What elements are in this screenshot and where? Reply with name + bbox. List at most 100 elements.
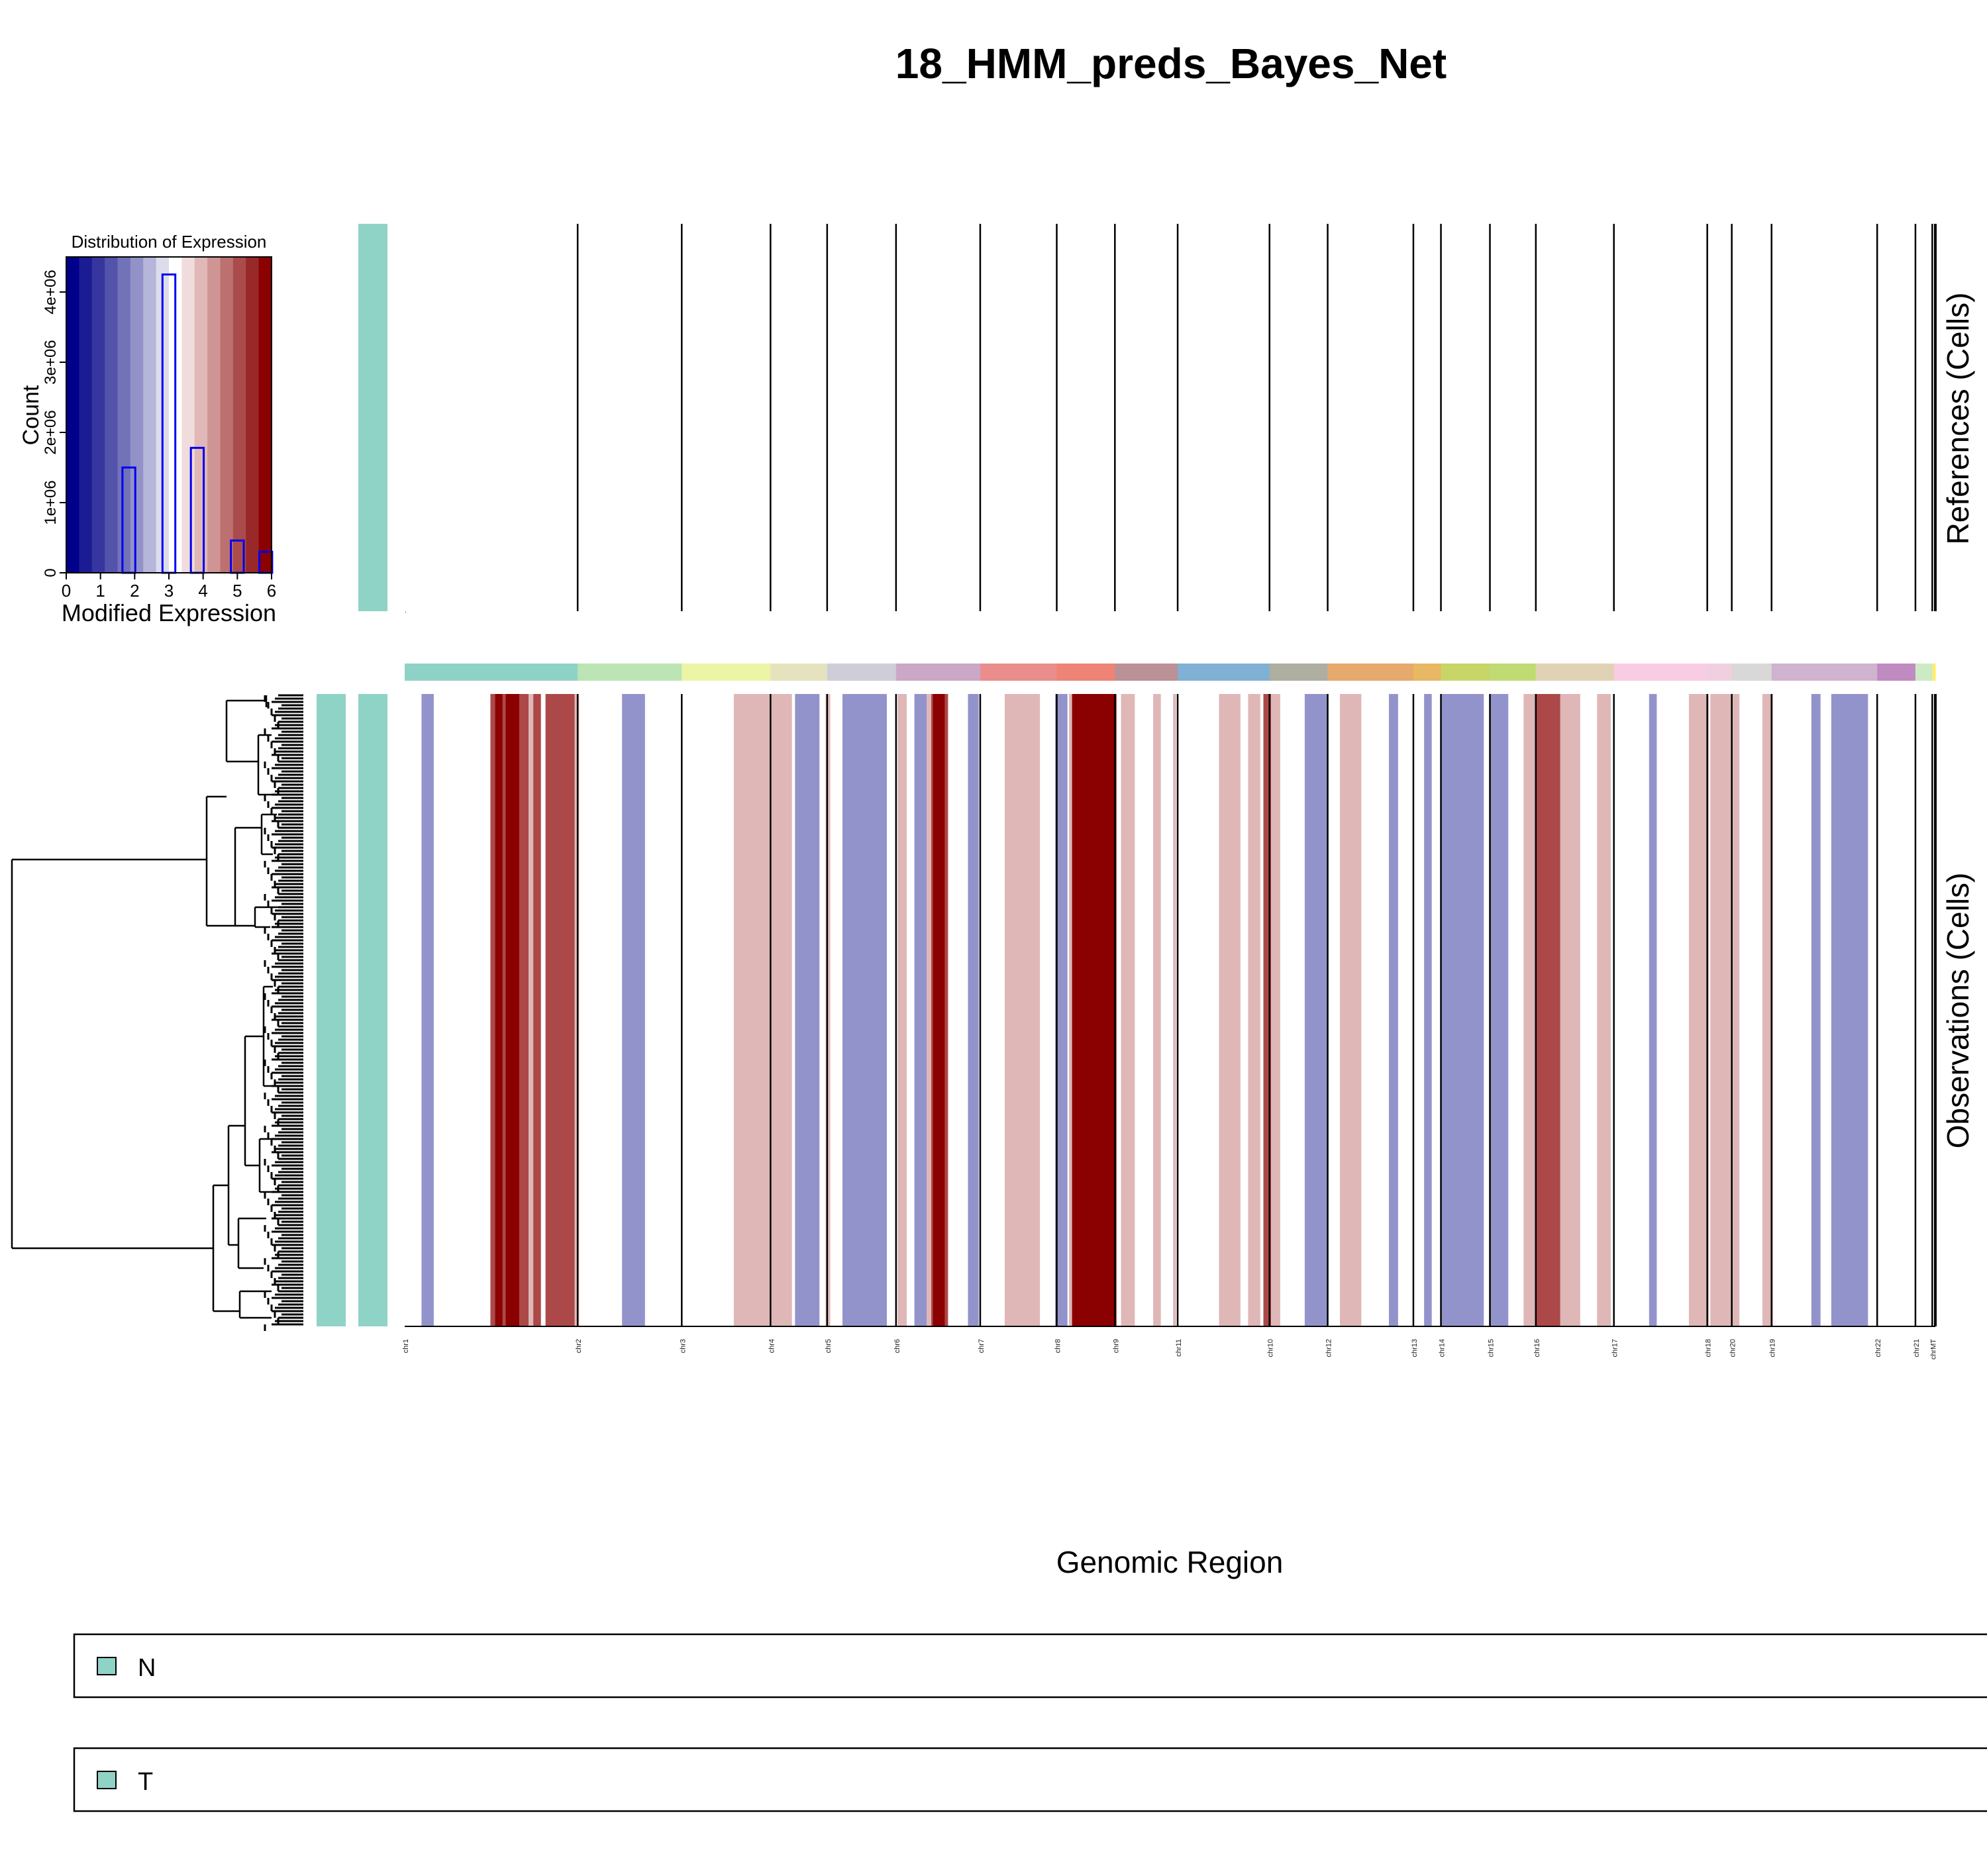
cnv-segment (421, 694, 434, 1326)
chromosome-tick-label: chr8 (1054, 1339, 1062, 1353)
x-tick-label: 0 (62, 581, 71, 601)
cnv-segment (1710, 694, 1731, 1326)
figure-title: 18_HMM_preds_Bayes_Net (895, 40, 1447, 87)
cnv-segment (1811, 694, 1821, 1326)
reference-dot: . (405, 607, 407, 615)
cnv-segment (1263, 694, 1272, 1326)
dendrogram-upper-sub-b (234, 813, 278, 928)
dendrogram-root (11, 858, 213, 1250)
chromosome-band (770, 664, 828, 681)
cnv-segment (1649, 694, 1657, 1326)
dendrogram-leaves (264, 694, 303, 1331)
cnv-segment (1055, 694, 1068, 1326)
cnv-segment (1490, 694, 1509, 1326)
chromosome-color-bar (405, 664, 1936, 681)
cnv-segment (490, 694, 495, 1326)
observation-annotation-bar-2 (358, 694, 387, 1326)
chromosome-tick-label: chr15 (1487, 1339, 1495, 1358)
legend-swatch-t (97, 1771, 117, 1789)
chromosome-band (1441, 664, 1490, 681)
cnv-segment (1441, 694, 1484, 1326)
chromosome-tick-label: chr14 (1439, 1339, 1447, 1358)
chromosome-band (1877, 664, 1916, 681)
cnv-segment (1271, 694, 1280, 1326)
observation-annotation-bar-1 (317, 694, 346, 1326)
reference-chromosome-boundaries (576, 224, 1937, 611)
color-scale-band (246, 257, 260, 573)
cnv-segment (733, 694, 792, 1326)
cnv-segment (1388, 694, 1398, 1326)
chromosome-tick-label: chr10 (1267, 1339, 1275, 1358)
chromosome-band (980, 664, 1057, 681)
chromosome-band (1490, 664, 1537, 681)
histogram-color-scale (66, 257, 272, 573)
color-scale-band (105, 257, 118, 573)
y-tick-label: 4e+06 (42, 270, 60, 314)
cnv-segment (1597, 694, 1611, 1326)
chromosome-tick-label: chr1 (402, 1339, 410, 1353)
chromosome-band (405, 664, 578, 681)
chromosome-band (1327, 664, 1414, 681)
chromosome-tick-label: chr12 (1325, 1339, 1333, 1358)
chromosome-band (1771, 664, 1878, 681)
y-tick-label: 1e+06 (42, 480, 60, 524)
chromosome-tick-label: chr13 (1411, 1339, 1419, 1358)
chromosome-tick-label: chr6 (893, 1339, 901, 1353)
histogram-y-ticks: 0 1e+06 2e+06 3e+06 4e+06 (42, 270, 66, 577)
chromosome-tick-label: chr3 (679, 1339, 687, 1353)
chromosome-band (682, 664, 771, 681)
observation-dendrogram (11, 694, 303, 1331)
cnv-segment (1688, 694, 1709, 1326)
color-scale-band (207, 257, 221, 573)
chromosome-band (895, 664, 981, 681)
cnv-segment (1121, 694, 1135, 1326)
chromosome-band (1535, 664, 1615, 681)
y-tick-label: 0 (42, 568, 60, 577)
cnv-segment (968, 694, 979, 1326)
chromosome-labels: chr1 chr2 chr3 chr4 chr5 chr6 chr7 chr8 chr9 chr1… (402, 1339, 1937, 1359)
cnv-segment (1560, 694, 1580, 1326)
cnv-segment (933, 694, 945, 1326)
chromosome-band (578, 664, 682, 681)
dendrogram-lower-sub-b (237, 1217, 272, 1319)
cnv-segment (897, 694, 907, 1326)
color-scale-band (220, 257, 234, 573)
chromosome-tick-label: chr4 (768, 1339, 776, 1353)
cnv-segment (529, 694, 534, 1326)
color-scale-band (232, 257, 246, 573)
cnv-segment (505, 694, 520, 1326)
x-axis-label: Genomic Region (1056, 1545, 1284, 1579)
chromosome-band (1115, 664, 1178, 681)
x-tick-label: 4 (198, 581, 207, 601)
histogram-title: Distribution of Expression (72, 232, 267, 252)
cnv-segment (1831, 694, 1868, 1326)
legend-box-n: N (73, 1633, 1987, 1699)
y-tick-label: 2e+06 (42, 410, 60, 454)
chromosome-tick-label: chr5 (825, 1339, 833, 1353)
dendrogram-upper-sub-a (225, 695, 272, 796)
color-scale-band (130, 257, 144, 573)
legend-frame-n (73, 1633, 1987, 1699)
cnv-segment (1535, 694, 1560, 1326)
color-scale-band (66, 257, 79, 573)
cnv-segment (1340, 694, 1362, 1326)
chromosome-tick-label: chr22 (1874, 1339, 1882, 1358)
chromosome-band (1915, 664, 1933, 681)
chromosome-band (1932, 664, 1936, 681)
cnv-segment (519, 694, 529, 1326)
cnv-segment (1004, 694, 1041, 1326)
chromosome-band (1056, 664, 1115, 681)
legend-label-n: N (138, 1654, 156, 1682)
observation-heatmap (405, 694, 1937, 1327)
x-tick-label: 6 (267, 581, 276, 601)
dendrogram-lower-branch (212, 1184, 240, 1312)
observations-label: Observations (Cells) (1941, 873, 1975, 1149)
dendrogram-leaf-joins (264, 695, 280, 1331)
chromosome-band (1707, 664, 1733, 681)
chromosome-band (1613, 664, 1708, 681)
color-scale-band (181, 257, 195, 573)
legend-swatch-n (97, 1657, 117, 1675)
dendrogram-upper-branch (205, 795, 235, 927)
cnv-segment (1762, 694, 1774, 1326)
